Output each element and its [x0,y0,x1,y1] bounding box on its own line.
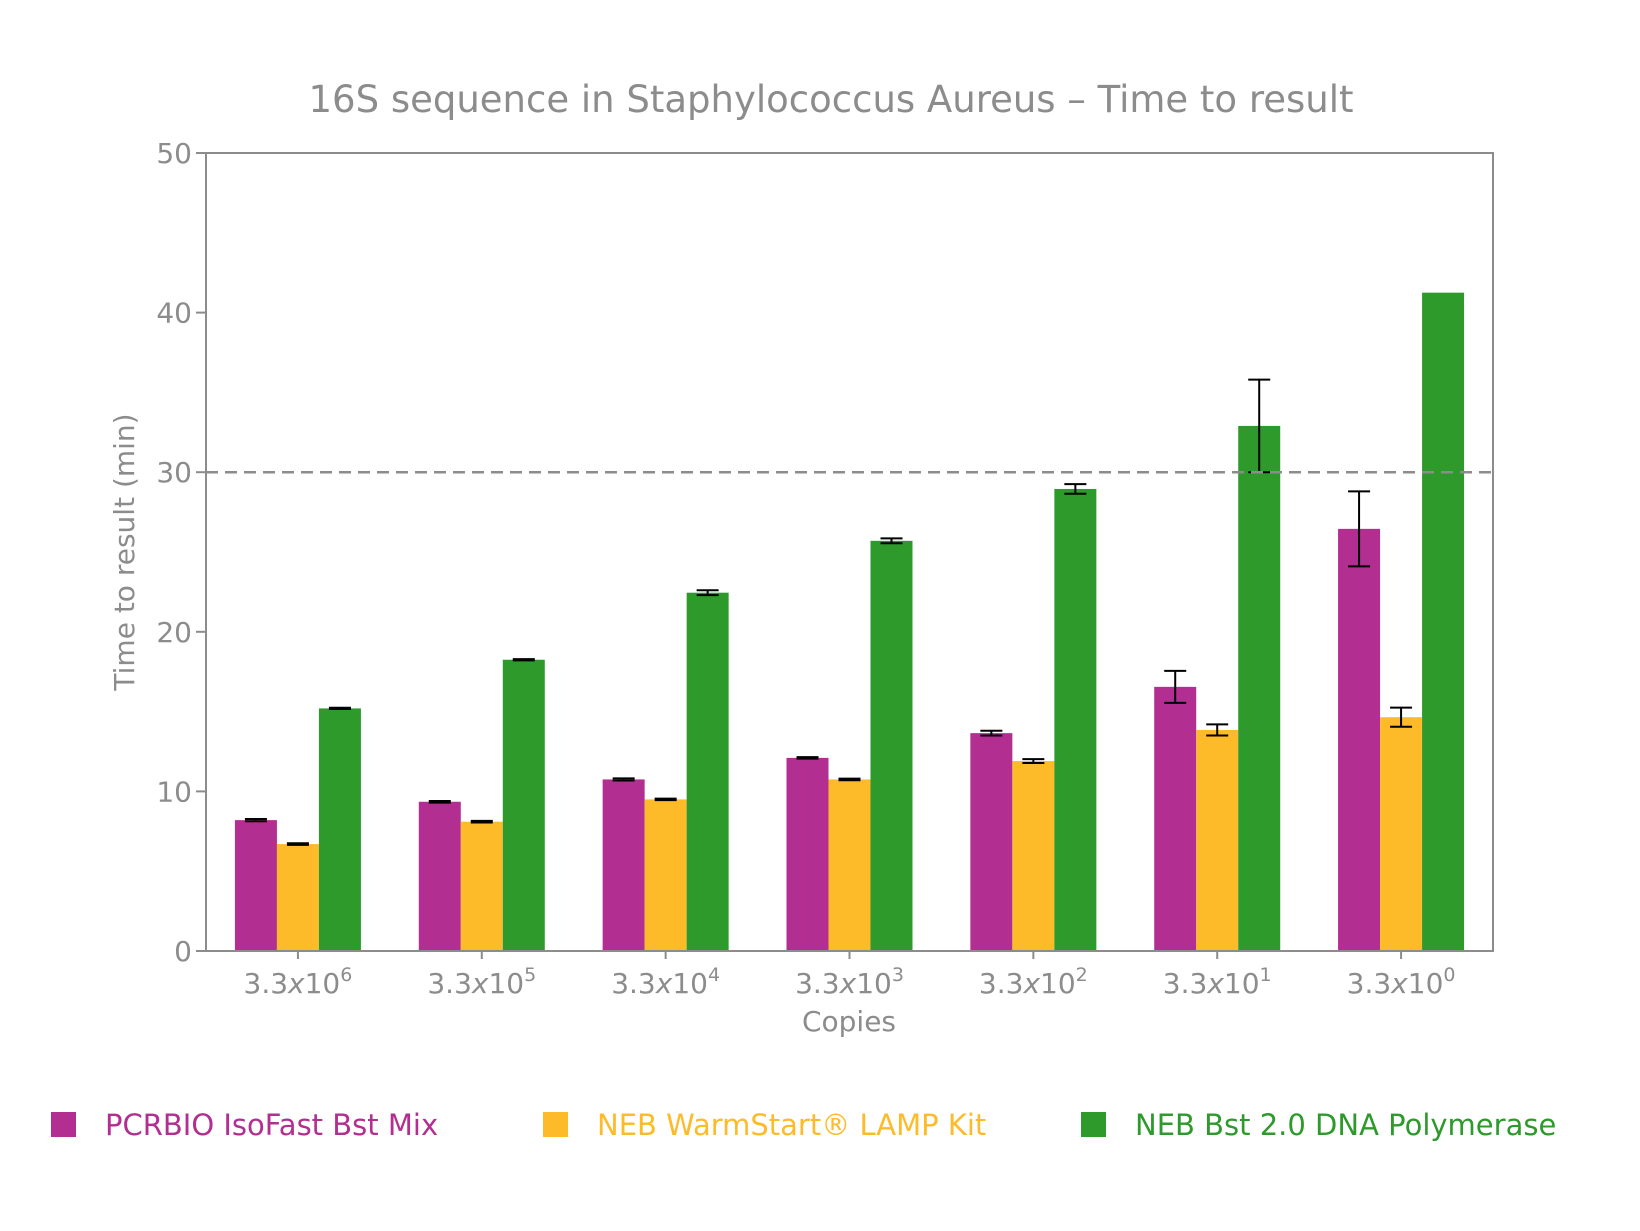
bar [644,799,687,951]
legend-item: NEB Bst 2.0 DNA Polymerase [1081,1108,1556,1142]
bar [1054,488,1097,951]
x-tick-label: 3.3x102 [979,964,1088,1000]
legend-label: NEB WarmStart® LAMP Kit [597,1108,986,1142]
bar [870,540,913,951]
bar [1338,528,1381,951]
x-tick-label: 3.3x105 [427,964,536,1000]
bar [1380,717,1423,951]
bar [460,821,503,951]
y-tick-label: 20 [156,616,192,649]
bar [602,779,645,951]
x-tick-label: 3.3x101 [1163,964,1272,1000]
bar [276,844,319,951]
legend-item: NEB WarmStart® LAMP Kit [543,1108,986,1142]
bar [1238,425,1281,951]
bar [418,801,461,951]
legend-label: PCRBIO IsoFast Bst Mix [105,1108,438,1142]
bar [686,592,729,951]
y-tick-label: 0 [174,935,192,968]
legend-item: PCRBIO IsoFast Bst Mix [51,1108,438,1142]
bar [828,779,871,951]
legend-swatch [543,1112,568,1137]
x-tick-label: 3.3x103 [795,964,904,1000]
y-axis-label: Time to result (min) [108,413,141,691]
legend-swatch [1081,1112,1106,1137]
bar [318,708,361,951]
x-tick-label: 3.3x100 [1347,964,1456,1000]
y-tick-label: 10 [156,775,192,808]
bar [1422,292,1465,951]
bar [234,820,277,951]
x-tick-label: 3.3x104 [611,964,720,1000]
bar [970,733,1013,951]
x-axis-label: Copies [802,1005,896,1038]
legend-swatch [51,1112,76,1137]
y-tick-label: 30 [156,456,192,489]
y-tick-label: 50 [156,137,192,170]
y-tick-label: 40 [156,297,192,330]
bar [1012,761,1055,951]
bar [1154,686,1197,951]
bar [1196,729,1239,951]
bar [786,757,829,951]
legend-label: NEB Bst 2.0 DNA Polymerase [1135,1108,1556,1142]
chart-title: 16S sequence in Staphylococcus Aureus – … [308,78,1353,121]
x-tick-label: 3.3x106 [244,964,353,1000]
bar [502,659,545,951]
